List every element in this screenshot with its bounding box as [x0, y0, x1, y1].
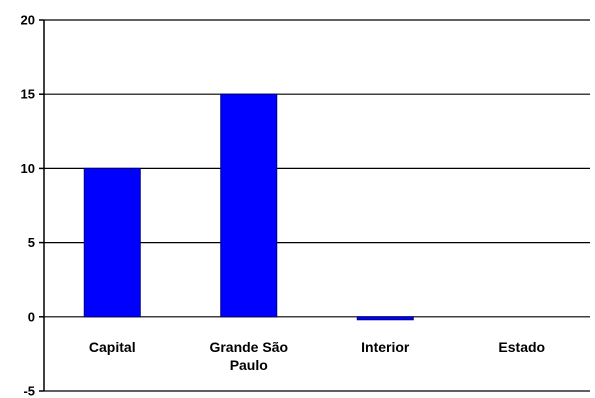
y-tick-label: 0 [28, 309, 35, 324]
bars [83, 93, 414, 321]
bar-grande-são-paulo [220, 93, 278, 318]
x-category-label: Capital [89, 339, 136, 355]
x-category-label: Grande São Paulo [209, 339, 288, 373]
bar-capital [83, 167, 141, 318]
y-tick-label: 15 [21, 87, 35, 102]
bar-interior [356, 316, 414, 321]
axes [39, 19, 45, 392]
x-category-label: Estado [498, 339, 545, 355]
x-category-label: Interior [361, 339, 410, 355]
y-tick-label: 5 [28, 235, 35, 250]
y-tick-label: 10 [21, 161, 35, 176]
y-tick-label: -5 [23, 384, 35, 398]
y-axis-tick-labels: 20 15 10 5 0 -5 [21, 13, 35, 398]
x-axis-category-labels: Capital Grande São Paulo Interior Estado [89, 339, 545, 373]
y-tick-label: 20 [21, 13, 35, 28]
